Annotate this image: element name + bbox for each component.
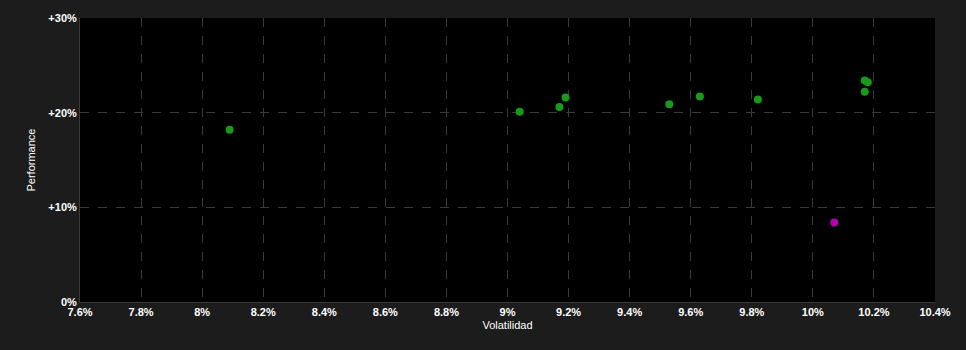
svg-text:8.8%: 8.8% (434, 306, 459, 318)
svg-text:10.2%: 10.2% (858, 306, 889, 318)
svg-text:9%: 9% (500, 306, 516, 318)
svg-text:10%: 10% (802, 306, 824, 318)
svg-text:8.4%: 8.4% (312, 306, 337, 318)
svg-text:9.4%: 9.4% (617, 306, 642, 318)
svg-text:0%: 0% (61, 296, 77, 308)
svg-text:+30%: +30% (48, 12, 77, 24)
svg-text:8.2%: 8.2% (251, 306, 276, 318)
svg-text:9.8%: 9.8% (739, 306, 764, 318)
svg-text:Volatilidad: Volatilidad (482, 319, 532, 331)
svg-text:8.6%: 8.6% (373, 306, 398, 318)
svg-text:8%: 8% (194, 306, 210, 318)
svg-text:Performance: Performance (25, 129, 37, 192)
svg-text:+20%: +20% (48, 107, 77, 119)
svg-text:9.2%: 9.2% (556, 306, 581, 318)
svg-text:9.6%: 9.6% (678, 306, 703, 318)
svg-text:10.4%: 10.4% (919, 306, 950, 318)
svg-text:+10%: +10% (48, 201, 77, 213)
svg-text:7.8%: 7.8% (129, 306, 154, 318)
svg-text:7.6%: 7.6% (67, 306, 92, 318)
